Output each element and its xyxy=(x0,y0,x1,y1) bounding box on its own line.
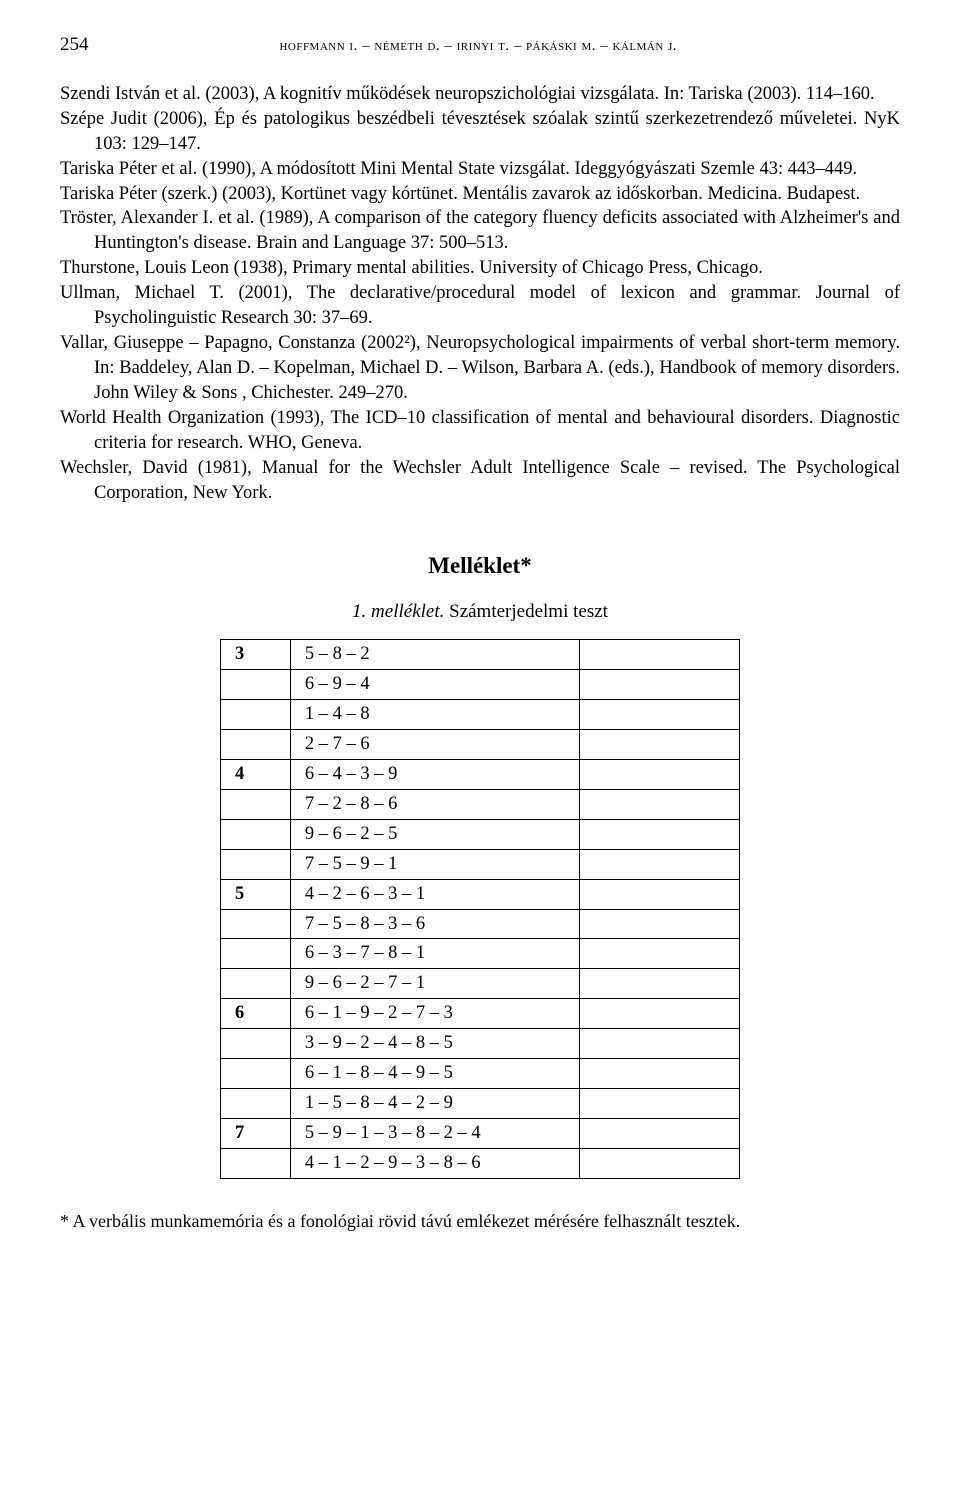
digit-sequence-cell: 4 – 1 – 2 – 9 – 3 – 8 – 6 xyxy=(290,1149,579,1179)
digit-sequence-cell: 7 – 2 – 8 – 6 xyxy=(290,789,579,819)
blank-cell xyxy=(580,669,740,699)
digit-length-cell xyxy=(221,729,291,759)
table-row: 7 – 5 – 9 – 1 xyxy=(221,849,740,879)
digit-length-cell xyxy=(221,669,291,699)
digit-sequence-cell: 1 – 4 – 8 xyxy=(290,699,579,729)
digit-length-cell: 5 xyxy=(221,879,291,909)
blank-cell xyxy=(580,1089,740,1119)
digit-length-cell: 4 xyxy=(221,759,291,789)
reference-entry: World Health Organization (1993), The IC… xyxy=(60,406,900,456)
blank-cell xyxy=(580,969,740,999)
reference-entry: Vallar, Giuseppe – Papagno, Constanza (2… xyxy=(60,331,900,406)
blank-cell xyxy=(580,789,740,819)
reference-entry: Tariska Péter (szerk.) (2003), Kortünet … xyxy=(60,182,900,207)
blank-cell xyxy=(580,879,740,909)
digit-length-cell xyxy=(221,1029,291,1059)
digit-sequence-cell: 7 – 5 – 9 – 1 xyxy=(290,849,579,879)
table-row: 9 – 6 – 2 – 7 – 1 xyxy=(221,969,740,999)
table-row: 6 – 3 – 7 – 8 – 1 xyxy=(221,939,740,969)
digit-length-cell xyxy=(221,849,291,879)
digit-length-cell xyxy=(221,1059,291,1089)
digit-sequence-cell: 6 – 3 – 7 – 8 – 1 xyxy=(290,939,579,969)
reference-entry: Wechsler, David (1981), Manual for the W… xyxy=(60,456,900,506)
digit-sequence-cell: 3 – 9 – 2 – 4 – 8 – 5 xyxy=(290,1029,579,1059)
blank-cell xyxy=(580,759,740,789)
reference-entry: Thurstone, Louis Leon (1938), Primary me… xyxy=(60,256,900,281)
blank-cell xyxy=(580,819,740,849)
digit-sequence-cell: 6 – 4 – 3 – 9 xyxy=(290,759,579,789)
blank-cell xyxy=(580,909,740,939)
digit-length-cell xyxy=(221,939,291,969)
table-row: 2 – 7 – 6 xyxy=(221,729,740,759)
blank-cell xyxy=(580,999,740,1029)
table-row: 35 – 8 – 2 xyxy=(221,639,740,669)
digit-sequence-cell: 6 – 1 – 9 – 2 – 7 – 3 xyxy=(290,999,579,1029)
appendix-heading: Melléklet* xyxy=(60,550,900,581)
digit-span-table: 35 – 8 – 26 – 9 – 41 – 4 – 82 – 7 – 646 … xyxy=(220,639,740,1179)
appendix-caption-italic: 1. melléklet. xyxy=(352,601,444,622)
digit-length-cell xyxy=(221,969,291,999)
table-row: 46 – 4 – 3 – 9 xyxy=(221,759,740,789)
table-row: 7 – 2 – 8 – 6 xyxy=(221,789,740,819)
digit-sequence-cell: 1 – 5 – 8 – 4 – 2 – 9 xyxy=(290,1089,579,1119)
blank-cell xyxy=(580,849,740,879)
table-row: 1 – 4 – 8 xyxy=(221,699,740,729)
table-row: 7 – 5 – 8 – 3 – 6 xyxy=(221,909,740,939)
digit-length-cell: 7 xyxy=(221,1119,291,1149)
reference-entry: Szépe Judit (2006), Ép és patologikus be… xyxy=(60,107,900,157)
blank-cell xyxy=(580,1059,740,1089)
blank-cell xyxy=(580,699,740,729)
reference-list: Szendi István et al. (2003), A kognitív … xyxy=(60,82,900,506)
digit-sequence-cell: 9 – 6 – 2 – 7 – 1 xyxy=(290,969,579,999)
digit-length-cell: 6 xyxy=(221,999,291,1029)
table-row: 75 – 9 – 1 – 3 – 8 – 2 – 4 xyxy=(221,1119,740,1149)
digit-sequence-cell: 7 – 5 – 8 – 3 – 6 xyxy=(290,909,579,939)
table-row: 6 – 9 – 4 xyxy=(221,669,740,699)
reference-entry: Szendi István et al. (2003), A kognitív … xyxy=(60,82,900,107)
digit-length-cell xyxy=(221,909,291,939)
reference-entry: Tröster, Alexander I. et al. (1989), A c… xyxy=(60,206,900,256)
appendix-caption: 1. melléklet. Számterjedelmi teszt xyxy=(60,599,900,625)
table-row: 3 – 9 – 2 – 4 – 8 – 5 xyxy=(221,1029,740,1059)
digit-length-cell xyxy=(221,1149,291,1179)
page-header: 254 hoffmann i. – németh d. – irinyi t. … xyxy=(60,32,900,58)
blank-cell xyxy=(580,1029,740,1059)
digit-sequence-cell: 6 – 9 – 4 xyxy=(290,669,579,699)
digit-length-cell xyxy=(221,699,291,729)
blank-cell xyxy=(580,939,740,969)
table-row: 4 – 1 – 2 – 9 – 3 – 8 – 6 xyxy=(221,1149,740,1179)
digit-sequence-cell: 5 – 9 – 1 – 3 – 8 – 2 – 4 xyxy=(290,1119,579,1149)
digit-sequence-cell: 6 – 1 – 8 – 4 – 9 – 5 xyxy=(290,1059,579,1089)
reference-entry: Ullman, Michael T. (2001), The declarati… xyxy=(60,281,900,331)
table-row: 54 – 2 – 6 – 3 – 1 xyxy=(221,879,740,909)
table-row: 6 – 1 – 8 – 4 – 9 – 5 xyxy=(221,1059,740,1089)
digit-sequence-cell: 4 – 2 – 6 – 3 – 1 xyxy=(290,879,579,909)
running-head: hoffmann i. – németh d. – irinyi t. – pá… xyxy=(57,36,901,56)
digit-length-cell xyxy=(221,789,291,819)
appendix-caption-rest: Számterjedelmi teszt xyxy=(444,601,608,622)
digit-sequence-cell: 2 – 7 – 6 xyxy=(290,729,579,759)
digit-length-cell xyxy=(221,819,291,849)
table-row: 1 – 5 – 8 – 4 – 2 – 9 xyxy=(221,1089,740,1119)
reference-entry: Tariska Péter et al. (1990), A módosítot… xyxy=(60,157,900,182)
table-row: 66 – 1 – 9 – 2 – 7 – 3 xyxy=(221,999,740,1029)
blank-cell xyxy=(580,639,740,669)
blank-cell xyxy=(580,1119,740,1149)
digit-length-cell xyxy=(221,1089,291,1119)
digit-sequence-cell: 9 – 6 – 2 – 5 xyxy=(290,819,579,849)
table-row: 9 – 6 – 2 – 5 xyxy=(221,819,740,849)
blank-cell xyxy=(580,1149,740,1179)
footnote: * A verbális munkamemória és a fonológia… xyxy=(60,1209,900,1233)
blank-cell xyxy=(580,729,740,759)
digit-sequence-cell: 5 – 8 – 2 xyxy=(290,639,579,669)
digit-length-cell: 3 xyxy=(221,639,291,669)
